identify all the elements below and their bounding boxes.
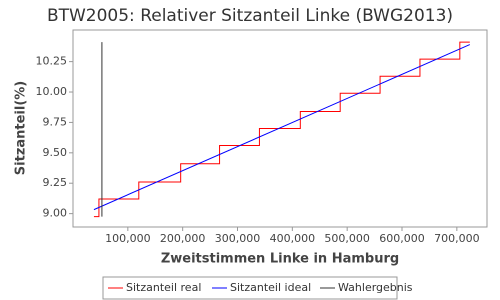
x-tick-label: 400,000 bbox=[270, 232, 316, 245]
x-tick-label: 700,000 bbox=[434, 232, 480, 245]
chart-title: BTW2005: Relativer Sitzanteil Linke (BWG… bbox=[47, 6, 453, 26]
series-line bbox=[93, 44, 471, 211]
y-tick-label: 9.50 bbox=[43, 146, 68, 159]
legend-label: Sitzanteil ideal bbox=[230, 281, 311, 294]
legend-label: Wahlergebnis bbox=[338, 281, 413, 294]
y-tick-label: 10.00 bbox=[36, 85, 68, 98]
y-tick-label: 9.00 bbox=[43, 207, 68, 220]
x-tick-label: 300,000 bbox=[215, 232, 261, 245]
y-tick-label: 10.25 bbox=[36, 55, 68, 68]
legend bbox=[102, 276, 398, 300]
x-tick-label: 100,000 bbox=[105, 232, 151, 245]
y-tick-label: 9.25 bbox=[43, 176, 68, 189]
y-axis-label: Sitzanteil(%) bbox=[14, 81, 29, 175]
x-tick-label: 500,000 bbox=[324, 232, 370, 245]
legend-label: Sitzanteil real bbox=[126, 281, 201, 294]
x-tick-label: 200,000 bbox=[160, 232, 206, 245]
x-axis-label: Zweitstimmen Linke in Hamburg bbox=[161, 252, 399, 267]
y-tick-label: 9.75 bbox=[43, 115, 68, 128]
x-tick-label: 600,000 bbox=[379, 232, 425, 245]
